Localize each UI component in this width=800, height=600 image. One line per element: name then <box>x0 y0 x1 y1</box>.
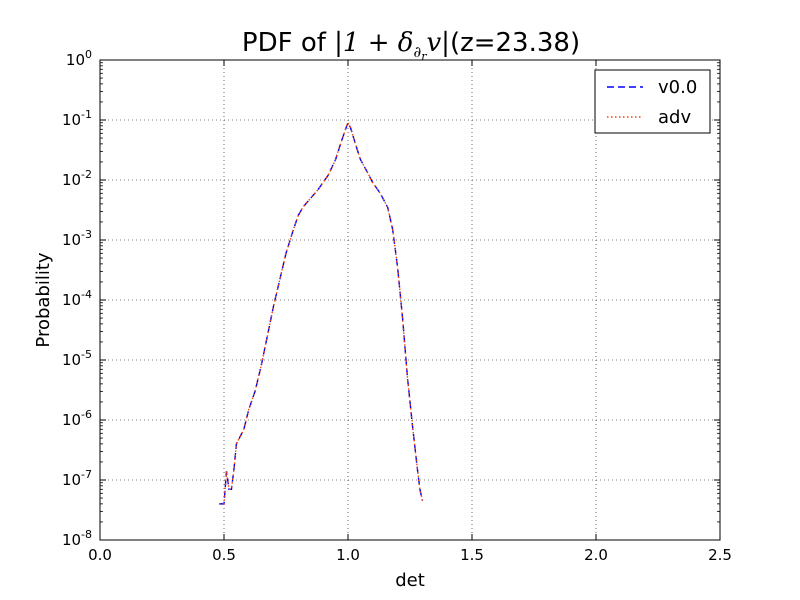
chart-title: PDF of |1 + δ∂rv|(z=23.38) <box>242 28 580 63</box>
title-math-subscript: ∂ <box>413 43 421 61</box>
data-series <box>219 121 424 505</box>
y-axis-label: Probability <box>33 252 54 347</box>
x-tick-label: 1.0 <box>336 546 360 564</box>
axis-ticks: 0.0 0.5 1.0 1.5 2.0 2.5 100 10-1 10-2 10-3 10-4 10-… <box>62 48 732 564</box>
y-tick-label: 10-2 <box>62 168 92 189</box>
x-tick-label: 0.0 <box>88 546 112 564</box>
title-prefix: PDF of <box>242 28 334 58</box>
y-tick-label: 10-7 <box>62 468 92 489</box>
title-math-delta: δ <box>398 28 414 58</box>
y-tick-label: 100 <box>66 48 92 69</box>
title-math-close: | <box>441 28 450 58</box>
y-tick-label: 10-1 <box>62 108 92 129</box>
x-axis-label: det <box>395 570 425 591</box>
x-tick-label: 2.0 <box>584 546 608 564</box>
legend-label-adv: adv <box>658 107 691 128</box>
series-line-adv <box>219 121 424 505</box>
title-suffix: (z=23.38) <box>450 28 580 58</box>
legend: v0.0 adv <box>594 69 711 134</box>
legend-label-v0: v0.0 <box>658 77 697 98</box>
title-math-v: v <box>426 28 441 58</box>
y-tick-label: 10-5 <box>62 348 92 369</box>
x-tick-label: 1.5 <box>460 546 484 564</box>
y-tick-label: 10-4 <box>62 288 92 309</box>
y-tick-label: 10-6 <box>62 408 92 429</box>
legend-box <box>594 69 711 134</box>
x-tick-label: 0.5 <box>212 546 236 564</box>
y-tick-label: 10-3 <box>62 228 92 249</box>
y-tick-label: 10-8 <box>62 528 92 549</box>
title-math-subsubscript: r <box>421 50 427 63</box>
x-tick-label: 2.5 <box>708 546 732 564</box>
title-math-open: |1 + <box>334 28 398 58</box>
